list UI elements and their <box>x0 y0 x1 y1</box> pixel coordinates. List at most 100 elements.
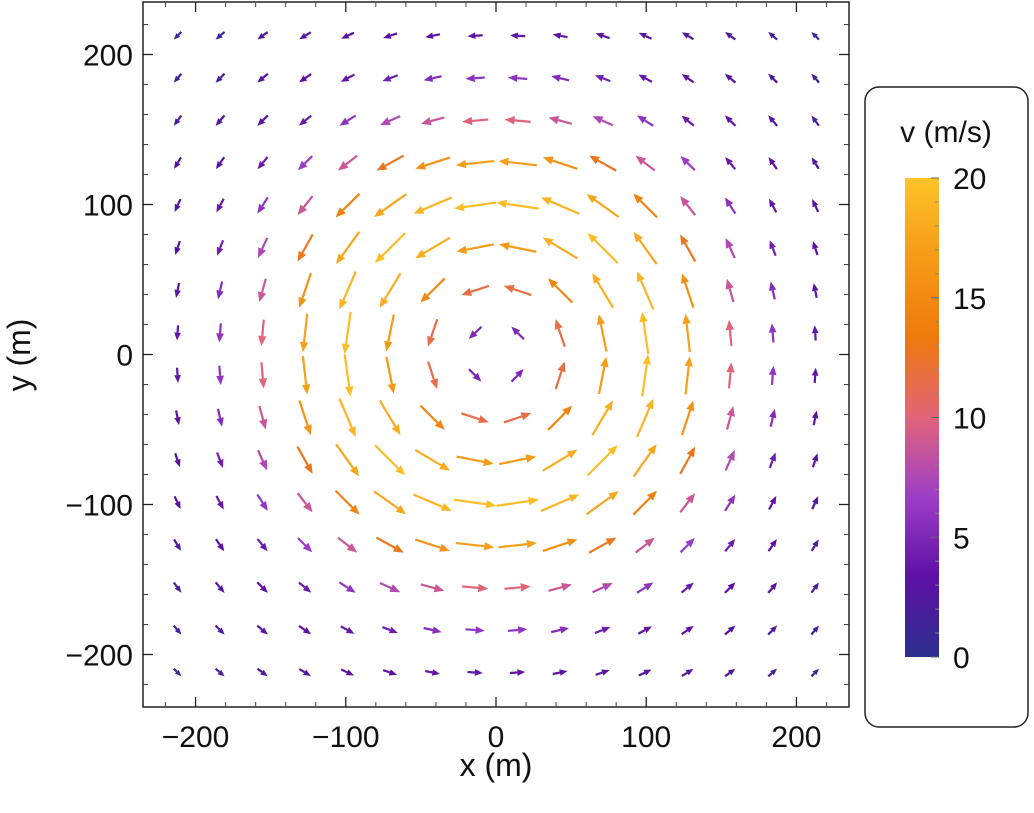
vector-arrow <box>632 490 658 516</box>
vector-arrow <box>419 404 445 430</box>
vector-arrow <box>174 452 181 468</box>
vector-arrow <box>725 278 735 303</box>
vector-arrow <box>373 193 407 217</box>
vector-arrow <box>173 538 182 551</box>
vector-arrow <box>256 493 268 511</box>
vector-arrow <box>726 362 735 389</box>
vector-arrow <box>724 450 735 471</box>
vector-arrow <box>768 323 777 343</box>
vector-arrow <box>504 583 531 592</box>
vector-arrow <box>297 195 314 216</box>
vector-arrow <box>541 197 580 215</box>
vector-arrow <box>258 319 267 347</box>
vector-arrow <box>550 626 570 634</box>
vector-arrow <box>465 74 485 83</box>
vector-arrow <box>461 284 490 296</box>
vector-arrow <box>684 356 693 395</box>
vector-arrow <box>467 669 483 676</box>
vector-arrow <box>633 231 658 265</box>
vector-arrow <box>680 234 697 263</box>
vector-arrow <box>214 624 225 635</box>
vector-arrow <box>257 31 269 40</box>
vector-arrow <box>339 114 357 126</box>
vector-arrow <box>551 74 570 82</box>
x-tick-label: −100 <box>312 721 380 754</box>
vector-arrow <box>299 31 312 40</box>
vector-arrow <box>215 495 224 510</box>
plot-frame <box>142 1 850 708</box>
vector-arrow <box>498 454 537 466</box>
vector-arrow <box>461 412 489 424</box>
vector-arrow <box>174 282 181 298</box>
vector-arrow <box>504 116 531 125</box>
vector-arrow <box>299 313 309 353</box>
vector-arrow <box>341 311 352 354</box>
vector-arrow <box>215 31 226 40</box>
vector-arrow <box>592 582 613 594</box>
y-tick-label: 200 <box>83 40 133 73</box>
vector-arrow <box>503 285 532 297</box>
vector-arrow <box>215 72 226 83</box>
vector-arrow <box>420 277 446 303</box>
vector-arrow <box>216 452 224 468</box>
vector-arrow <box>680 196 696 216</box>
x-tick-label: 100 <box>621 721 671 754</box>
vector-arrow <box>257 72 269 83</box>
vector-arrow <box>453 201 497 212</box>
vector-arrow <box>589 155 617 172</box>
vector-arrow <box>296 446 313 474</box>
vector-arrow <box>465 626 485 634</box>
vector-arrow <box>462 116 489 126</box>
vector-arrow <box>298 400 312 436</box>
vector-arrow <box>425 32 441 39</box>
vector-arrow <box>423 74 442 82</box>
vector-arrow <box>768 157 778 170</box>
vector-arrow <box>172 667 182 677</box>
vector-arrow <box>511 326 525 340</box>
vector-arrow <box>174 410 181 426</box>
vector-arrow <box>679 537 695 554</box>
vector-arrow <box>216 281 224 300</box>
vector-arrow <box>638 32 653 40</box>
vector-arrow <box>503 412 532 424</box>
vector-arrow <box>413 196 453 214</box>
vector-arrow <box>554 319 566 348</box>
vector-arrow <box>510 369 524 383</box>
vector-arrow <box>413 493 452 511</box>
vector-arrow <box>453 498 497 509</box>
vector-arrow <box>337 154 358 171</box>
vector-arrow <box>298 668 311 676</box>
vector-arrow <box>256 538 268 552</box>
vector-arrow <box>173 31 183 40</box>
vector-arrow <box>173 495 181 510</box>
vector-arrow <box>594 626 611 635</box>
vector-arrow <box>811 157 820 170</box>
colorbar-tick-label: 15 <box>953 283 986 316</box>
x-tick-label: 200 <box>771 721 821 754</box>
vector-arrow <box>548 116 573 125</box>
vector-arrow <box>767 582 778 594</box>
vector-arrow <box>509 669 526 676</box>
vector-arrow <box>216 365 224 385</box>
vector-arrow <box>681 32 694 41</box>
colorbar-ticks: 0 5 10 15 20 <box>931 163 986 675</box>
legend-title: v (m/s) <box>900 116 992 149</box>
vector-arrow <box>725 156 737 170</box>
vector-arrow <box>768 452 776 469</box>
vector-arrow <box>174 240 181 255</box>
vector-arrow <box>811 496 819 510</box>
vector-arrow <box>596 314 608 352</box>
vector-arrow <box>554 361 566 390</box>
vector-arrow <box>338 581 356 593</box>
vector-arrow <box>173 114 183 126</box>
vector-arrow <box>769 240 777 257</box>
vector-arrow <box>592 273 615 309</box>
vector-arrow <box>340 73 355 82</box>
vector-arrow <box>592 116 614 127</box>
vector-arrow <box>340 625 355 634</box>
vector-arrow <box>542 538 578 552</box>
vector-arrow <box>681 273 695 308</box>
vector-arrow <box>547 278 574 304</box>
vector-arrow <box>595 32 610 40</box>
vector-arrow <box>172 581 182 593</box>
